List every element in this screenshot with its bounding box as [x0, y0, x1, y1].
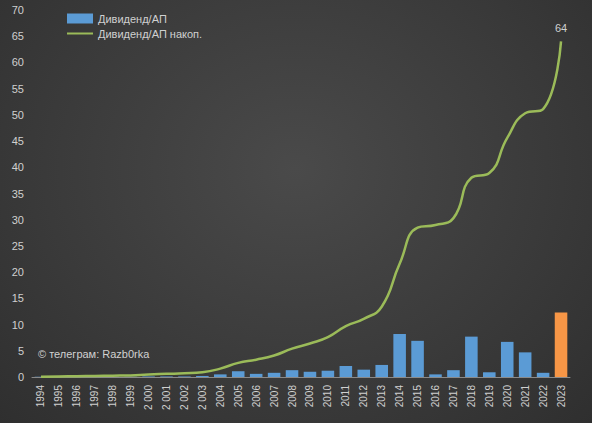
- svg-text:70: 70: [12, 4, 24, 16]
- svg-text:1999: 1999: [125, 385, 136, 408]
- svg-text:30: 30: [12, 214, 24, 226]
- svg-text:2014: 2014: [394, 385, 405, 408]
- svg-text:2021: 2021: [520, 385, 531, 408]
- svg-text:2011: 2011: [340, 385, 351, 407]
- svg-text:2023: 2023: [556, 385, 567, 408]
- svg-text:55: 55: [12, 83, 24, 95]
- svg-text:2009: 2009: [304, 385, 315, 408]
- svg-text:1998: 1998: [107, 385, 118, 408]
- svg-text:1996: 1996: [71, 385, 82, 408]
- svg-text:2006: 2006: [251, 385, 262, 408]
- svg-text:2010: 2010: [322, 385, 333, 408]
- svg-text:10: 10: [12, 319, 24, 331]
- svg-text:45: 45: [12, 135, 24, 147]
- svg-text:1997: 1997: [89, 385, 100, 408]
- svg-text:2020: 2020: [502, 385, 513, 408]
- svg-text:2004: 2004: [215, 385, 226, 408]
- svg-text:2022: 2022: [538, 385, 549, 408]
- svg-text:2 001: 2 001: [161, 385, 172, 410]
- svg-text:1995: 1995: [53, 385, 64, 408]
- svg-text:2017: 2017: [448, 385, 459, 408]
- svg-text:60: 60: [12, 56, 24, 68]
- svg-text:15: 15: [12, 292, 24, 304]
- svg-text:35: 35: [12, 188, 24, 200]
- svg-text:2016: 2016: [430, 385, 441, 408]
- svg-text:2005: 2005: [233, 385, 244, 408]
- svg-text:25: 25: [12, 240, 24, 252]
- svg-text:40: 40: [12, 161, 24, 173]
- svg-text:2018: 2018: [466, 385, 477, 408]
- svg-text:2013: 2013: [376, 385, 387, 408]
- svg-text:5: 5: [18, 345, 24, 357]
- svg-text:1994: 1994: [35, 385, 46, 408]
- svg-text:2007: 2007: [269, 385, 280, 408]
- svg-text:2012: 2012: [358, 385, 369, 408]
- svg-text:2015: 2015: [412, 385, 423, 408]
- svg-text:20: 20: [12, 266, 24, 278]
- svg-text:2 002: 2 002: [179, 385, 190, 410]
- svg-text:65: 65: [12, 30, 24, 42]
- svg-text:2 000: 2 000: [143, 385, 154, 410]
- svg-text:Дивиденд/АП: Дивиденд/АП: [98, 13, 167, 25]
- svg-text:Дивиденд/АП накоп.: Дивиденд/АП накоп.: [98, 28, 202, 40]
- svg-text:50: 50: [12, 109, 24, 121]
- svg-text:2019: 2019: [484, 385, 495, 408]
- svg-text:2008: 2008: [287, 385, 298, 408]
- svg-text:2 003: 2 003: [197, 385, 208, 410]
- svg-text:64: 64: [555, 22, 567, 34]
- svg-text:© телеграм: Razb0rka: © телеграм: Razb0rka: [38, 348, 150, 360]
- svg-text:0: 0: [18, 371, 24, 383]
